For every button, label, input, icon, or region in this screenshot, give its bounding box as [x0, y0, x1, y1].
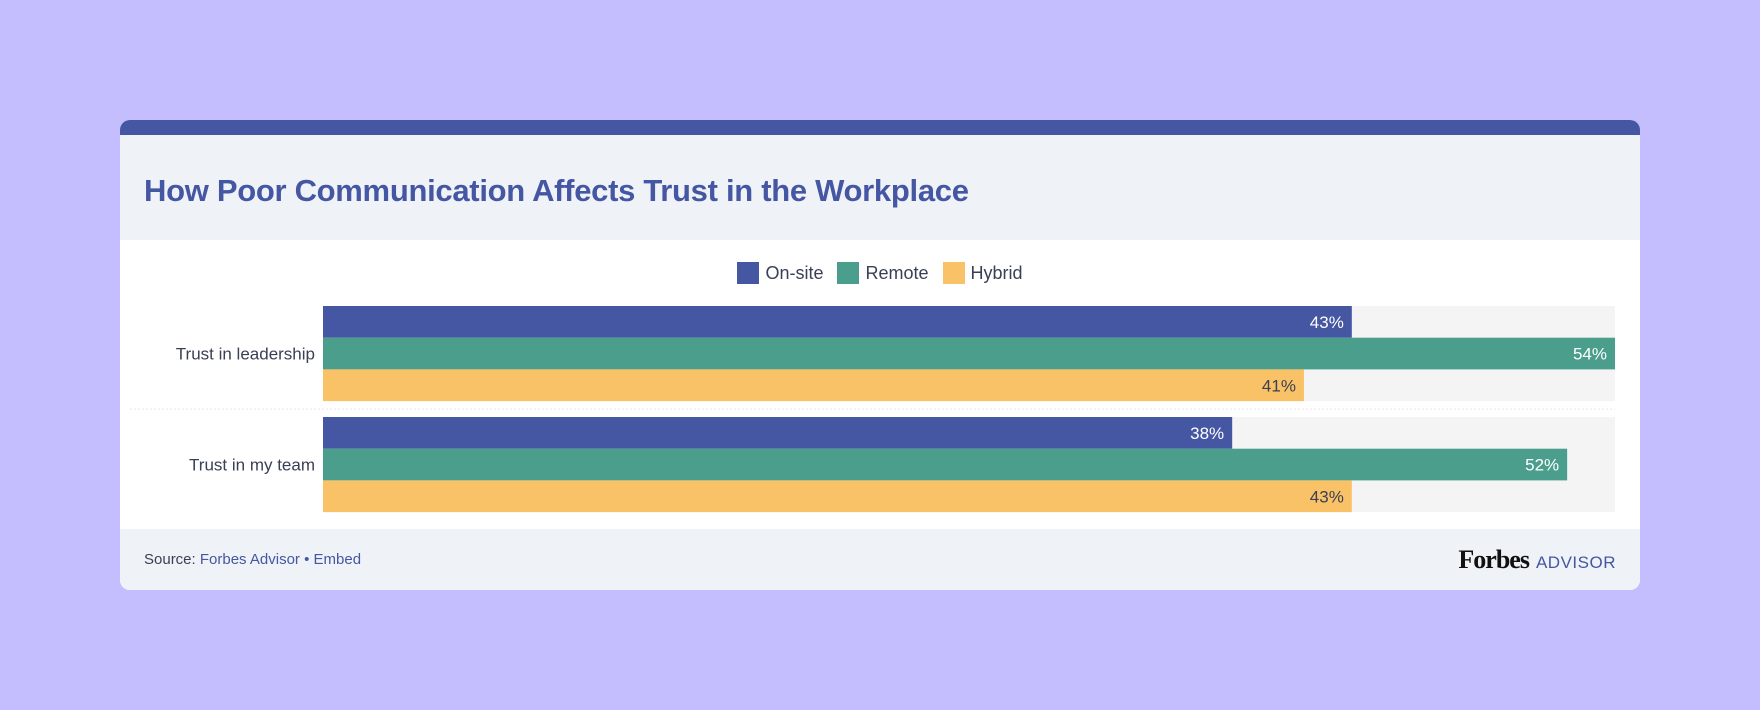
- legend-label: Remote: [865, 262, 929, 283]
- legend-swatch: [737, 262, 760, 284]
- source-label: Source:: [144, 551, 196, 568]
- footer: Source: Forbes Advisor • Embed Forbes AD…: [120, 529, 1640, 590]
- bar-remote: [323, 337, 1615, 370]
- legend: On-site Remote Hybrid: [120, 262, 1640, 284]
- chart-card: How Poor Communication Affects Trust in …: [120, 120, 1640, 590]
- embed-link[interactable]: Embed: [313, 551, 362, 568]
- data-label: 38%: [1190, 424, 1224, 443]
- bar-hybrid: [323, 369, 1304, 402]
- bar-chart: Trust in leadership 43% 54% 41% Trust in my …: [130, 306, 1615, 513]
- category-label: Trust in leadership: [176, 345, 315, 364]
- logo-advisor: ADVISOR: [1535, 553, 1616, 572]
- bar-on-site: [323, 306, 1352, 338]
- bar-hybrid: [323, 480, 1352, 513]
- legend-label: On-site: [765, 262, 824, 283]
- legend-item-on-site[interactable]: On-site: [737, 262, 823, 284]
- data-label: 52%: [1525, 456, 1559, 475]
- data-label: 54%: [1573, 345, 1607, 364]
- bar-on-site: [323, 417, 1233, 449]
- bar-remote: [323, 448, 1568, 481]
- logo-forbes: Forbes: [1458, 545, 1530, 574]
- legend-swatch: [942, 262, 965, 284]
- separator: •: [304, 551, 310, 568]
- header: How Poor Communication Affects Trust in …: [120, 135, 1640, 240]
- legend-item-remote[interactable]: Remote: [837, 262, 929, 284]
- category-label: Trust in my team: [189, 456, 315, 475]
- chart-title: How Poor Communication Affects Trust in …: [144, 173, 969, 208]
- data-label: 43%: [1310, 313, 1344, 332]
- forbes-advisor-logo: Forbes ADVISOR: [1458, 545, 1616, 575]
- source-link[interactable]: Forbes Advisor: [199, 551, 300, 568]
- accent-bar: [120, 120, 1640, 135]
- source-line: Source: Forbes Advisor • Embed: [144, 551, 361, 568]
- legend-label: Hybrid: [970, 262, 1023, 283]
- legend-swatch: [837, 262, 860, 284]
- data-label: 41%: [1262, 376, 1296, 395]
- legend-item-hybrid[interactable]: Hybrid: [942, 262, 1023, 284]
- data-label: 43%: [1310, 487, 1344, 506]
